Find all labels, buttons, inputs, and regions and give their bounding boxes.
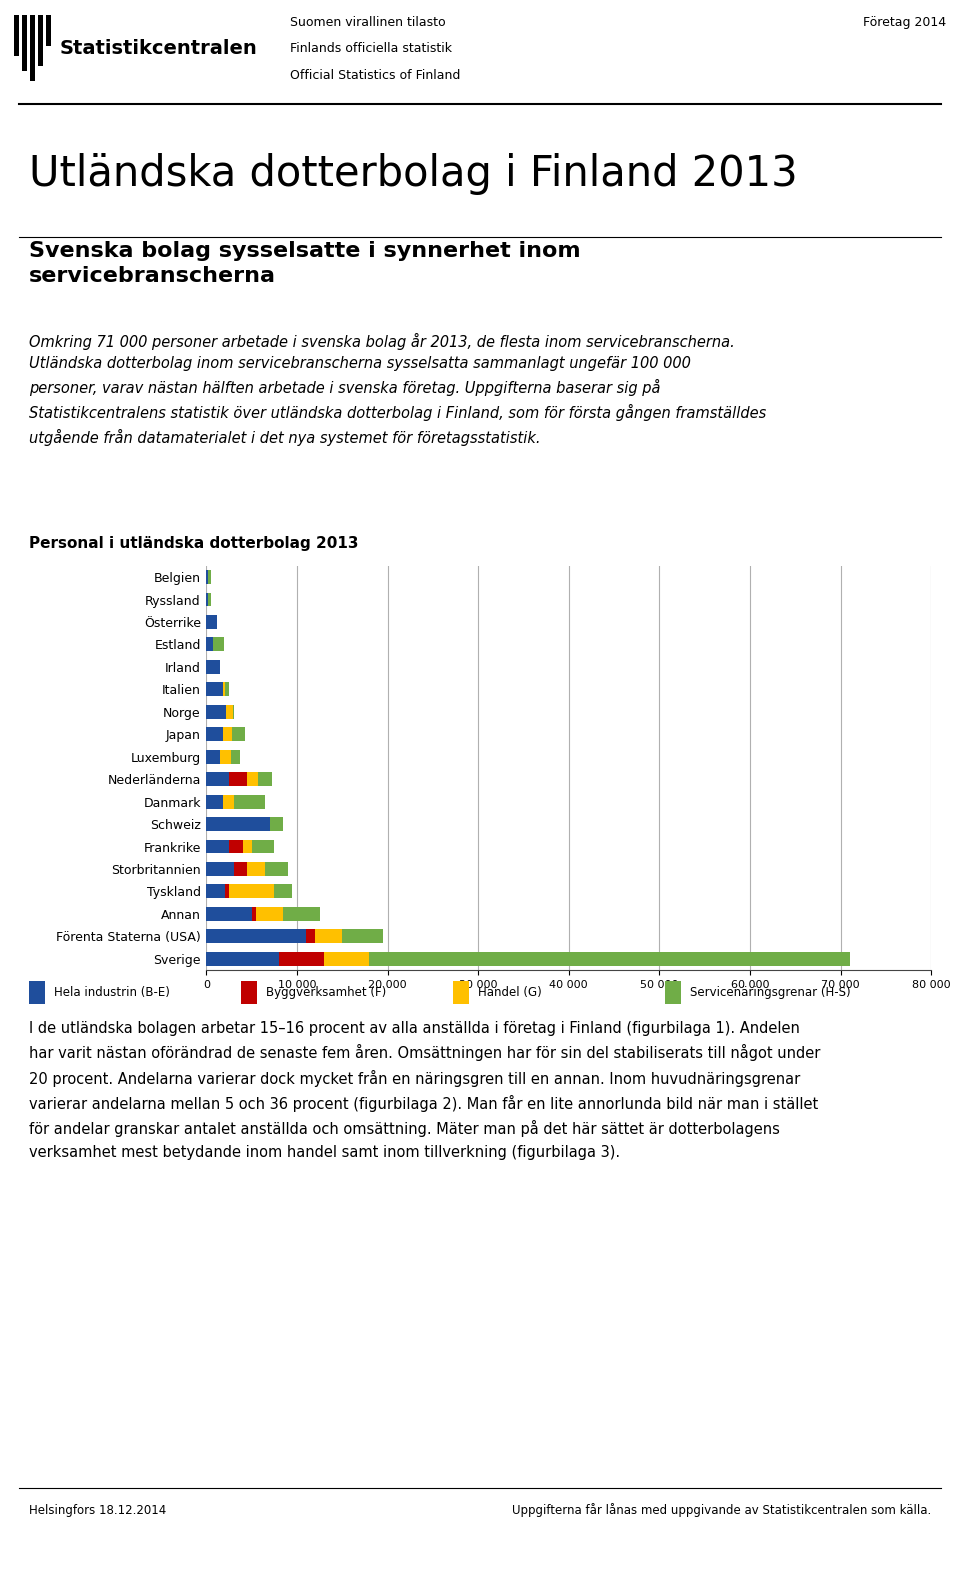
Bar	[206, 953, 278, 965]
Bar	[252, 907, 256, 921]
Bar	[252, 840, 275, 853]
Text: Suomen virallinen tilasto: Suomen virallinen tilasto	[290, 16, 445, 29]
Text: Omkring 71 000 personer arbetade i svenska bolag år 2013, de flesta inom service: Omkring 71 000 personer arbetade i svens…	[29, 333, 766, 445]
Text: Helsingfors 18.12.2014: Helsingfors 18.12.2014	[29, 1504, 166, 1517]
Text: Finlands officiella statistik: Finlands officiella statistik	[290, 43, 452, 55]
Bar	[206, 907, 252, 921]
Bar	[247, 862, 265, 877]
Bar	[223, 794, 233, 808]
Text: Företag 2014: Företag 2014	[863, 16, 946, 29]
Bar	[206, 929, 306, 943]
Bar	[225, 884, 229, 899]
Bar	[206, 593, 208, 607]
Bar	[665, 981, 682, 1005]
Bar	[229, 772, 247, 786]
Bar	[220, 750, 230, 764]
Bar	[29, 981, 45, 1005]
Bar	[206, 862, 233, 877]
Bar	[22, 16, 27, 71]
Bar	[453, 981, 469, 1005]
Bar	[306, 929, 315, 943]
Bar	[231, 728, 246, 742]
Bar	[225, 683, 229, 696]
Bar	[229, 884, 275, 899]
Bar	[206, 637, 213, 651]
Bar	[270, 818, 283, 831]
Bar	[227, 705, 232, 718]
Bar	[229, 840, 243, 853]
Bar	[206, 571, 208, 583]
Text: Hela industrin (B-E): Hela industrin (B-E)	[54, 986, 170, 1000]
Bar	[265, 862, 288, 877]
Bar	[275, 884, 293, 899]
Bar	[223, 683, 225, 696]
Bar	[258, 772, 272, 786]
Text: Handel (G): Handel (G)	[478, 986, 542, 1000]
Bar	[324, 953, 370, 965]
Bar	[46, 16, 51, 46]
Text: Servicenäringsgrenar (H-S): Servicenäringsgrenar (H-S)	[690, 986, 851, 1000]
Text: I de utländska bolagen arbetar 15–16 procent av alla anställda i företag i Finla: I de utländska bolagen arbetar 15–16 pro…	[29, 1021, 820, 1160]
Bar	[278, 953, 324, 965]
Bar	[206, 884, 225, 899]
Bar	[247, 772, 258, 786]
Bar	[232, 705, 234, 718]
Bar	[208, 593, 211, 607]
Bar	[233, 862, 247, 877]
Bar	[315, 929, 343, 943]
Text: Svenska bolag sysselsatte i synnerhet inom
servicebranscherna: Svenska bolag sysselsatte i synnerhet in…	[29, 241, 581, 285]
Text: Utländska dotterbolag i Finland 2013: Utländska dotterbolag i Finland 2013	[29, 154, 798, 195]
Bar	[206, 772, 229, 786]
Text: Uppgifterna får lånas med uppgivande av Statistikcentralen som källa.: Uppgifterna får lånas med uppgivande av …	[512, 1503, 931, 1517]
Bar	[206, 705, 227, 718]
Bar	[14, 16, 19, 55]
Bar	[206, 615, 217, 629]
Bar	[243, 840, 252, 853]
Bar	[241, 981, 257, 1005]
Bar	[206, 750, 220, 764]
Text: Byggverksamhet (F): Byggverksamhet (F)	[266, 986, 386, 1000]
Text: Statistikcentralen: Statistikcentralen	[60, 40, 257, 59]
Bar	[206, 683, 223, 696]
Bar	[208, 571, 211, 583]
Bar	[230, 750, 240, 764]
Bar	[206, 840, 229, 853]
Bar	[370, 953, 850, 965]
Bar	[38, 16, 43, 67]
Bar	[343, 929, 383, 943]
Bar	[30, 16, 35, 81]
Bar	[256, 907, 283, 921]
Text: Official Statistics of Finland: Official Statistics of Finland	[290, 68, 461, 81]
Bar	[213, 637, 224, 651]
Bar	[283, 907, 320, 921]
Bar	[206, 659, 220, 674]
Bar	[206, 728, 223, 742]
Bar	[233, 794, 265, 808]
Bar	[206, 794, 223, 808]
Text: Personal i utländska dotterbolag 2013: Personal i utländska dotterbolag 2013	[29, 536, 358, 552]
Bar	[223, 728, 231, 742]
Bar	[206, 818, 270, 831]
